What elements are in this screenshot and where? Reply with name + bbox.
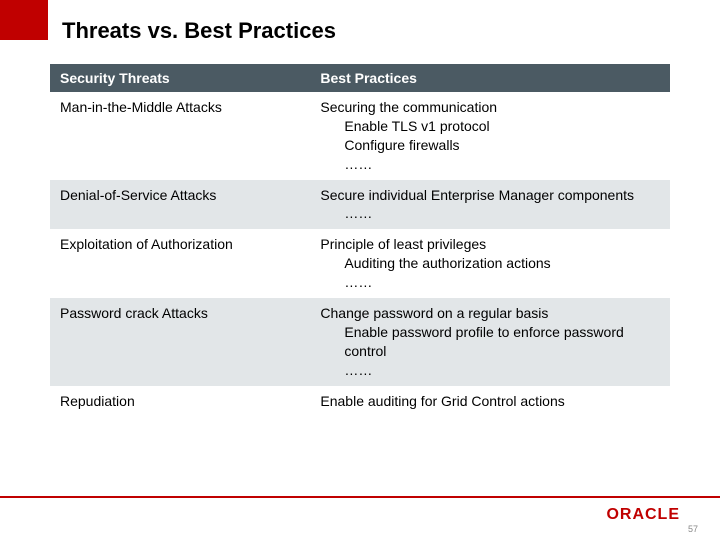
threats-table-container: Security Threats Best Practices Man-in-t… [50, 64, 670, 416]
threat-cell: Exploitation of Authorization [50, 229, 310, 298]
table-header-row: Security Threats Best Practices [50, 64, 670, 92]
col-header-practices: Best Practices [310, 64, 670, 92]
practice-sub: Auditing the authorization actions [320, 254, 660, 273]
practice-sub: Configure firewalls [320, 136, 660, 155]
col-header-threats: Security Threats [50, 64, 310, 92]
practice-sub: Enable password profile to enforce passw… [320, 323, 660, 361]
table-row: Password crack AttacksChange password on… [50, 298, 670, 386]
oracle-logo: ORACLE [606, 506, 680, 524]
threats-table: Security Threats Best Practices Man-in-t… [50, 64, 670, 416]
practice-main: Securing the communication [320, 99, 497, 115]
practice-cell: Secure individual Enterprise Manager com… [310, 180, 670, 230]
practice-sub: …… [320, 361, 660, 380]
practice-cell: Change password on a regular basis Enable… [310, 298, 670, 386]
footer-divider [0, 496, 720, 498]
practice-sub: …… [320, 155, 660, 174]
practice-main: Enable auditing for Grid Control actions [320, 393, 564, 409]
practice-sub: …… [320, 273, 660, 292]
threat-cell: Denial-of-Service Attacks [50, 180, 310, 230]
practice-cell: Securing the communication Enable TLS v1 … [310, 92, 670, 180]
table-row: Exploitation of AuthorizationPrinciple o… [50, 229, 670, 298]
practice-main: Secure individual Enterprise Manager com… [320, 187, 634, 203]
brand-block [0, 0, 48, 40]
practice-cell: Enable auditing for Grid Control actions [310, 386, 670, 417]
table-row: Repudiation Enable auditing for Grid Cont… [50, 386, 670, 417]
slide: Threats vs. Best Practices Security Thre… [0, 0, 720, 540]
threat-cell: Man-in-the-Middle Attacks [50, 92, 310, 180]
page-number: 57 [688, 524, 698, 534]
practice-sub: Enable TLS v1 protocol [320, 117, 660, 136]
practice-cell: Principle of least privileges Auditing th… [310, 229, 670, 298]
practice-sub: …… [320, 204, 660, 223]
practice-main: Change password on a regular basis [320, 305, 548, 321]
practice-main: Principle of least privileges [320, 236, 486, 252]
table-row: Denial-of-Service Attacks Secure individu… [50, 180, 670, 230]
table-row: Man-in-the-Middle AttacksSecuring the co… [50, 92, 670, 180]
threat-cell: Repudiation [50, 386, 310, 417]
threat-cell: Password crack Attacks [50, 298, 310, 386]
slide-title: Threats vs. Best Practices [62, 18, 336, 44]
